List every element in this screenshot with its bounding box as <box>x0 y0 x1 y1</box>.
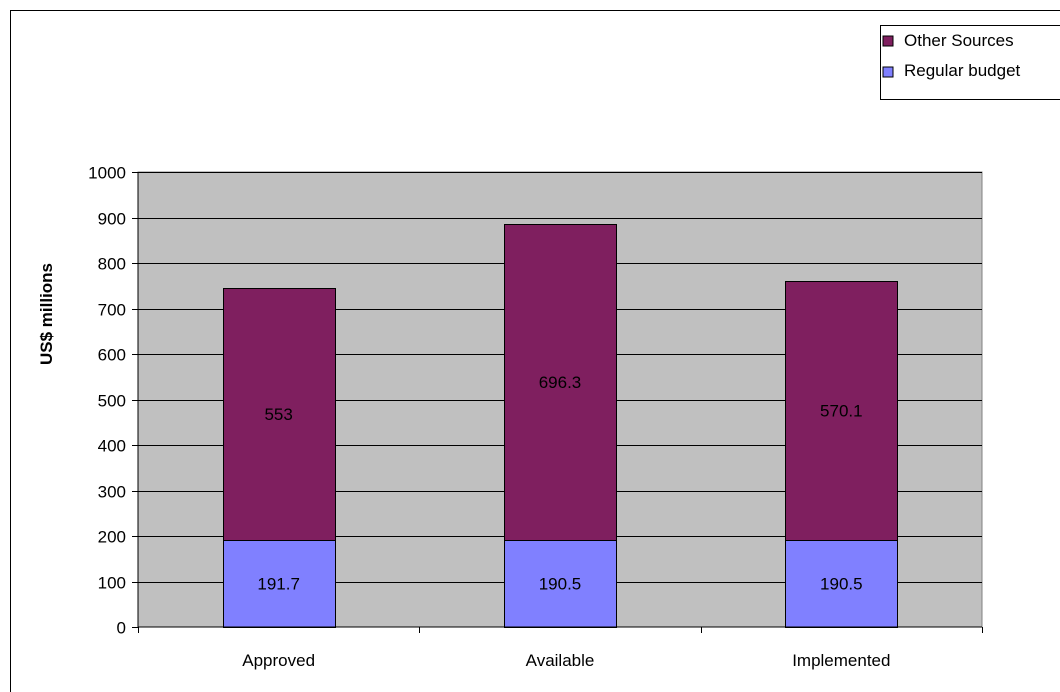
y-tick-label: 1000 <box>88 164 126 183</box>
plot-area: 191.7 553 190.5 696.3 190.5 570.1 <box>137 171 983 628</box>
y-tick-label: 700 <box>98 301 126 320</box>
legend-label-regular-budget: Regular budget <box>904 61 1021 80</box>
data-label-regular-budget: 190.5 <box>539 575 582 594</box>
y-tick-label: 300 <box>98 483 126 502</box>
data-label-other-sources: 696.3 <box>539 373 582 392</box>
bars <box>223 224 898 628</box>
y-tick-label: 500 <box>98 392 126 411</box>
bar-regular-budget <box>785 540 898 628</box>
bar-other-sources <box>504 224 617 541</box>
y-tick-label: 200 <box>98 528 126 547</box>
legend-item-regular-budget: Regular budget <box>882 61 1021 80</box>
legend-swatch-other-sources <box>882 35 894 47</box>
y-tick-label: 900 <box>98 210 126 229</box>
data-label-other-sources: 553 <box>264 405 292 424</box>
x-axis-ticks: Approved Available Implemented <box>138 627 983 670</box>
x-tick-label: Approved <box>242 651 315 670</box>
x-tick-label: Implemented <box>792 651 890 670</box>
y-tick-label: 100 <box>98 574 126 593</box>
y-tick-label: 400 <box>98 437 126 456</box>
bar-other-sources <box>785 281 898 541</box>
data-label-other-sources: 570.1 <box>820 402 863 421</box>
data-label-regular-budget: 191.7 <box>257 574 300 593</box>
y-tick-label: 800 <box>98 255 126 274</box>
legend-box <box>880 25 1060 100</box>
bar-other-sources <box>223 288 336 541</box>
legend: Other Sources Regular budget <box>880 25 1060 100</box>
bar-labels: 191.7 553 190.5 696.3 190.5 570.1 <box>257 373 862 594</box>
y-tick-label: 600 <box>98 346 126 365</box>
legend-label-other-sources: Other Sources <box>904 31 1014 50</box>
data-label-regular-budget: 190.5 <box>820 575 863 594</box>
y-tick-label: 0 <box>117 619 126 638</box>
y-axis-label: US$ millions <box>37 263 56 365</box>
x-tick-label: Available <box>526 651 595 670</box>
legend-swatch-regular-budget <box>882 66 894 78</box>
y-axis-ticks: 0 100 200 300 400 500 600 700 800 900 1000 <box>88 164 138 638</box>
legend-item-other-sources: Other Sources <box>882 31 1014 50</box>
